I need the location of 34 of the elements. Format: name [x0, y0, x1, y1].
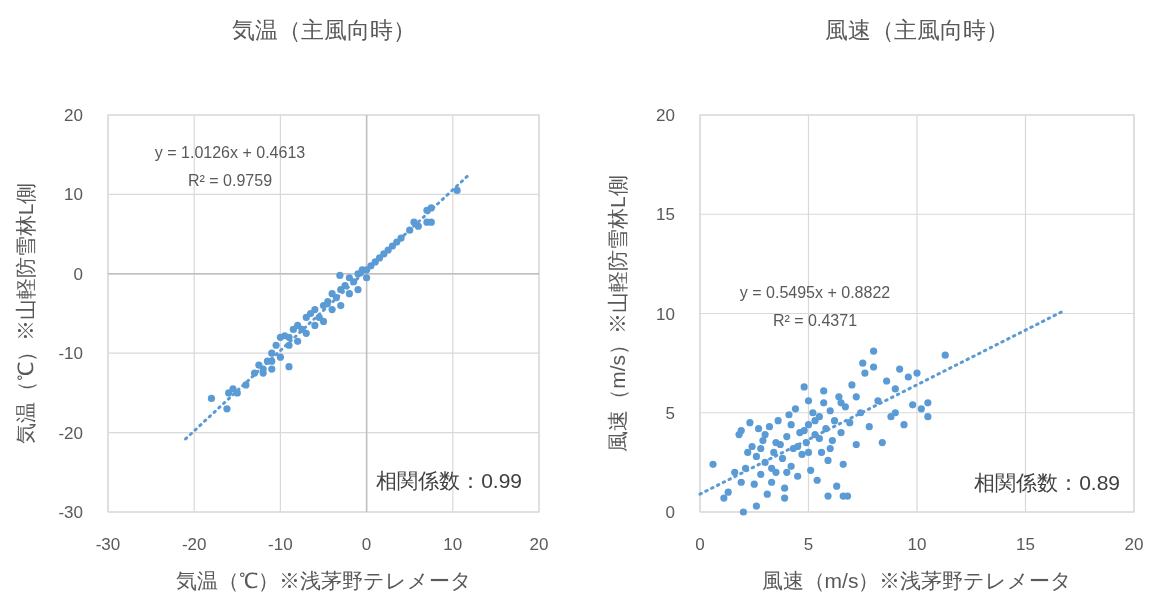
x-tick-label: -30: [95, 535, 121, 554]
y-axis-title: 風速（m/s）※山軽防雪林L側: [606, 175, 629, 452]
y-tick-label: 0: [73, 264, 83, 284]
x-tick-label: 0: [361, 535, 372, 554]
annotation: R² = 0.9759: [187, 172, 273, 189]
y-tick-label: 5: [665, 403, 675, 423]
y-tick-label: 10: [64, 185, 83, 205]
x-axis-title: 気温（℃）※浅茅野テレメータ: [175, 569, 472, 592]
chart-title: 風速（主風向時）: [825, 17, 1009, 43]
y-tick-label: -10: [58, 344, 83, 364]
x-tick-label: 15: [1016, 535, 1035, 554]
y-tick-label: 20: [64, 106, 83, 125]
annotation: 相関係数：0.89: [974, 471, 1120, 494]
x-tick-label: 10: [443, 535, 463, 554]
x-tick-label: 10: [907, 535, 927, 554]
x-tick-label: 20: [529, 535, 549, 554]
y-tick-label: 10: [656, 304, 675, 324]
chart-title: 気温（主風向時）: [231, 17, 416, 43]
x-tick-label: 20: [1124, 535, 1144, 554]
annotation: y = 1.0126x + 0.4613: [154, 144, 306, 161]
annotation: R² = 0.4371: [772, 312, 858, 329]
annotation: 相関係数：0.99: [376, 469, 522, 492]
y-axis-title: 気温（℃）※山軽防雪林L側: [14, 182, 37, 445]
annotation: y = 0.5495x + 0.8822: [739, 284, 891, 301]
y-tick-label: 15: [656, 205, 675, 225]
y-tick-label: 0: [665, 503, 675, 522]
y-tick-label: -30: [58, 503, 83, 522]
x-tick-label: 0: [695, 535, 705, 554]
x-tick-label: -10: [268, 535, 293, 554]
x-axis-title: 風速（m/s）※浅茅野テレメータ: [761, 569, 1073, 592]
y-tick-label: 20: [656, 106, 675, 125]
y-tick-label: -20: [58, 423, 83, 443]
x-tick-label: 5: [803, 535, 814, 554]
x-tick-label: -20: [181, 535, 207, 554]
